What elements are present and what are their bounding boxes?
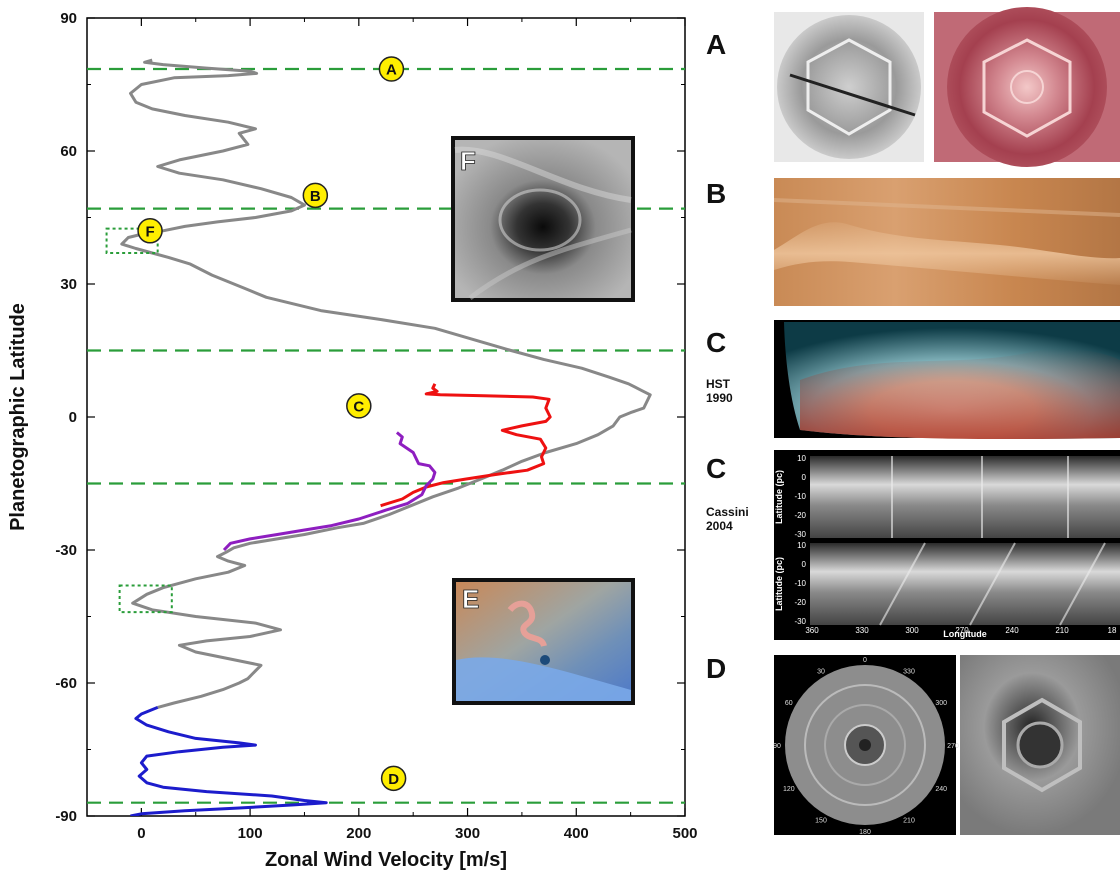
y-tick-label: -60 [55,675,77,692]
inset-image-f: F [451,136,635,302]
feature-box [118,584,173,614]
cassini-ytick-bottom: -20 [794,598,806,607]
polar-labels: 0 30 330 60 300 90 270 120 240 150 180 210 [773,657,959,836]
x-tick-label: 200 [346,825,371,842]
cassini-ytick-top: -10 [794,492,806,501]
x-tick-label: 100 [238,825,263,842]
series-line-purple [222,431,437,552]
polar-label: 30 [817,669,825,676]
feature-marker-label: A [386,61,397,78]
cassini-xtick: 360 [805,626,819,635]
panel-c-hst: C HST 1990 [706,320,1120,440]
cassini-ytick-bottom: 0 [802,560,807,569]
x-tick-label: 0 [137,825,145,842]
x-axis-title: Zonal Wind Velocity [m/s] [265,849,507,871]
cassini-xtick: 300 [905,626,919,635]
y-tick-label: 60 [60,143,77,160]
cassini-xtick: 240 [1005,626,1019,635]
feature-marker-label: D [388,771,399,788]
series-line-gray [120,58,652,709]
y-tick-label: 90 [60,10,77,27]
cassini-ytick-top: 10 [797,454,806,463]
panel-a-letter: A [706,29,726,60]
feature-marker-label: B [310,188,321,205]
y-tick-label: -90 [55,808,77,825]
cassini-top-ylabel: Latitude (pc) [774,470,784,524]
polar-label: 150 [815,817,827,824]
cassini-ytick-bottom: -10 [794,579,806,588]
cassini-yticks: 10 0 -10 -20 -30 10 0 -10 -20 -30 [794,454,806,626]
feature-marker-label: F [145,223,154,240]
panel-a: A [706,7,1120,167]
polar-label: 210 [903,817,915,824]
cassini-xticks: 360 330 300 270 240 210 18 [805,626,1117,635]
polar-label: 300 [935,700,947,707]
inset-f-label: F [460,146,476,176]
cassini-bottom-ylabel: Latitude (pc) [774,557,784,611]
polar-label: 90 [773,743,781,750]
inset-e-label: E [462,584,479,614]
inset-image-e: E [452,578,635,705]
polar-label: 180 [859,829,871,836]
y-axis-title: Planetographic Latitude [7,303,29,531]
cassini-ytick-bottom: 10 [797,541,806,550]
wind-profile-series [120,58,652,816]
polar-label: 270 [947,743,959,750]
x-tick-label: 500 [672,825,697,842]
feature-marker [137,218,163,244]
feature-marker [380,765,407,792]
x-tick-label: 300 [455,825,480,842]
panel-c-cassini: C Cassini 2004 Latitude (pc) Latitude (p… [706,450,1120,640]
panel-b-letter: B [706,178,726,209]
cassini-xtick: 270 [955,626,969,635]
cassini-xlabel: Longitude [943,629,987,639]
cassini-xtick: 330 [855,626,869,635]
series-line-red [380,383,552,508]
cassini-ytick-top: -20 [794,511,806,520]
polar-label: 60 [785,700,793,707]
polar-label: 0 [863,657,867,664]
cassini-ytick-top: -30 [794,530,806,539]
panel-c2-letter: C [706,453,726,484]
feature-marker-label: C [353,398,364,415]
series-line-blue [130,706,328,816]
cassini-xtick: 210 [1055,626,1069,635]
polar-label: 240 [935,786,947,793]
feature-boxes [105,227,173,614]
panel-c1-caption-line1: HST [706,377,731,391]
panel-c1-letter: C [706,327,726,358]
x-tick-label: 400 [564,825,589,842]
feature-marker [302,182,329,209]
polar-label: 330 [903,669,915,676]
panel-c2-caption-line2: 2004 [706,519,733,533]
panel-d-letter: D [706,653,726,684]
panel-d: D 0 30 330 60 300 90 270 120 240 150 180 210 [706,653,1120,836]
feature-box [105,227,159,254]
polar-label: 120 [783,786,795,793]
panel-c1-caption-line2: 1990 [706,391,733,405]
panel-b: B [706,178,1120,306]
axis-ticks [86,17,686,817]
cassini-ytick-top: 0 [802,473,807,482]
feature-markers: A B F C D [137,56,407,792]
panel-c2-caption-line1: Cassini [706,505,749,519]
y-tick-label: -30 [55,542,77,559]
y-tick-label: 0 [69,409,77,426]
y-tick-label: 30 [60,276,77,293]
cassini-ytick-bottom: -30 [794,617,806,626]
feature-marker [378,56,405,82]
cassini-xtick: 18 [1108,626,1117,635]
feature-marker [346,393,372,419]
